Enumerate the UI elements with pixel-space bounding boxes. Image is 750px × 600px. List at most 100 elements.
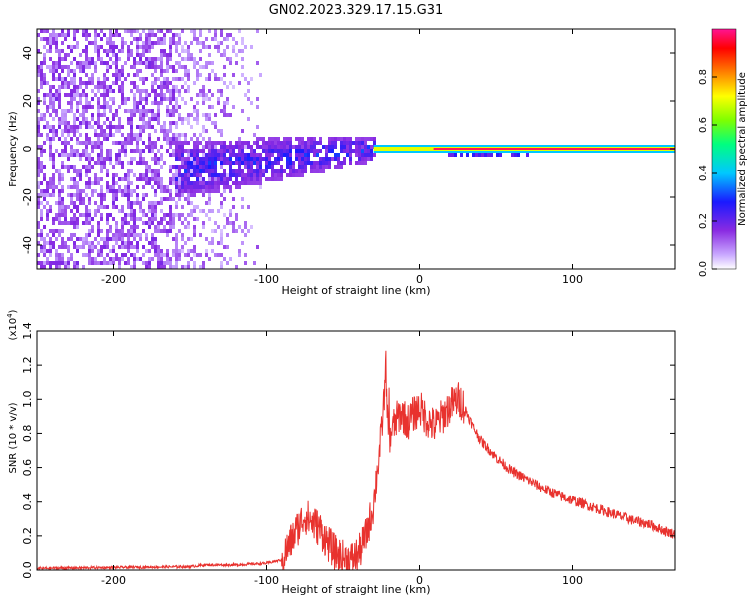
spectrogram-cell xyxy=(274,149,277,153)
spectrogram-cell xyxy=(55,61,58,65)
spectrogram-cell xyxy=(337,137,340,141)
spectrogram-cell xyxy=(73,45,76,49)
spectrogram-cell xyxy=(301,173,304,177)
spectrogram-cell xyxy=(85,121,88,125)
spectrogram-cell xyxy=(121,145,124,149)
spectrogram-cell xyxy=(160,93,163,97)
spectrogram-cell xyxy=(55,229,58,233)
spectrogram-cell xyxy=(100,177,103,181)
spectrogram-cell xyxy=(76,41,79,45)
spectrogram-cell xyxy=(184,157,187,161)
spectrogram-cell xyxy=(130,241,133,245)
spectrogram-cell xyxy=(121,149,124,153)
spectrogram-cell xyxy=(175,125,178,129)
spectrogram-cell xyxy=(43,53,46,57)
spectrogram-cell xyxy=(106,237,109,241)
spectrogram-ylabel: Frequency (Hz) xyxy=(8,111,19,187)
spectrogram-cell xyxy=(202,137,205,141)
spectrogram-cell xyxy=(208,53,211,57)
spectrogram-cell xyxy=(85,181,88,185)
spectrogram-cell xyxy=(70,209,73,213)
spectrogram-cell xyxy=(190,237,193,241)
spectrogram-cell xyxy=(268,149,271,153)
spectrogram-cell xyxy=(268,161,271,165)
spectrogram-cell xyxy=(163,37,166,41)
spectrogram-cell xyxy=(79,213,82,217)
spectrogram-cell xyxy=(166,61,169,65)
spectrogram-cell xyxy=(187,57,190,61)
spectrogram-cell xyxy=(241,129,244,133)
spectrogram-cell xyxy=(199,181,202,185)
spectrogram-cell xyxy=(241,229,244,233)
spectrogram-cell xyxy=(328,161,331,165)
spectrogram-cell xyxy=(160,209,163,213)
spectrogram-cell xyxy=(265,149,268,153)
spectrogram-cell xyxy=(76,65,79,69)
spectrogram-cell xyxy=(61,85,64,89)
spectrogram-cell xyxy=(247,181,250,185)
spectrogram-cell xyxy=(139,69,142,73)
spectrogram-cell xyxy=(202,177,205,181)
spectrogram-cell xyxy=(52,245,55,249)
spectrogram-cell xyxy=(241,149,244,153)
spectrogram-cell xyxy=(175,177,178,181)
spectrogram-cell xyxy=(127,205,130,209)
spectrogram-cell xyxy=(184,137,187,141)
spectrogram-cell xyxy=(40,145,43,149)
spectrogram-cell xyxy=(112,73,115,77)
spectrogram-cell xyxy=(226,145,229,149)
spectrogram-cell xyxy=(154,117,157,121)
spectrogram-cell xyxy=(202,93,205,97)
spectrogram-cell xyxy=(151,117,154,121)
spectrogram-cell xyxy=(178,113,181,117)
spectrogram-cell xyxy=(199,209,202,213)
spectrogram-cell xyxy=(214,125,217,129)
spectrogram-cell xyxy=(205,45,208,49)
spectrogram-cell xyxy=(151,81,154,85)
spectrogram-cell xyxy=(160,57,163,61)
spectrogram-cell xyxy=(91,157,94,161)
spectrogram-cell xyxy=(337,153,340,157)
spectrogram-cell xyxy=(85,101,88,105)
spectrogram-cell xyxy=(148,241,151,245)
spectrogram-cell xyxy=(49,229,52,233)
spectrogram-cell xyxy=(169,181,172,185)
spectrogram-cell xyxy=(136,61,139,65)
spectrogram-cell xyxy=(97,225,100,229)
spectrogram-cell xyxy=(223,101,226,105)
spectrogram-cell xyxy=(205,201,208,205)
spectrogram-cell xyxy=(148,133,151,137)
spectrogram-cell xyxy=(94,41,97,45)
colorbar-tick-label: 0.8 xyxy=(698,69,709,85)
spectrogram-cell xyxy=(70,185,73,189)
spectrogram-cell xyxy=(220,157,223,161)
spectrogram-cell xyxy=(220,161,223,165)
spectrogram-cell xyxy=(205,65,208,69)
spectrogram-cell xyxy=(184,161,187,165)
spectrogram-cell xyxy=(220,149,223,153)
spectrogram-cell xyxy=(166,81,169,85)
spectrogram-cell xyxy=(286,157,289,161)
spectrogram-cell xyxy=(169,109,172,113)
spectrogram-cell xyxy=(175,261,178,265)
spectrogram-cell xyxy=(325,157,328,161)
spectrogram-cell xyxy=(61,141,64,145)
spectrogram-cell xyxy=(190,137,193,141)
spectrogram-cell xyxy=(280,169,283,173)
spectrogram-cell xyxy=(115,65,118,69)
spectrogram-cell xyxy=(325,145,328,149)
spectrogram-cell xyxy=(64,117,67,121)
spectrogram-cell xyxy=(241,145,244,149)
spectrogram-cell xyxy=(115,153,118,157)
spectrogram-cell xyxy=(496,153,499,157)
spectrogram-cell xyxy=(340,161,343,165)
spectrogram-cell xyxy=(97,177,100,181)
spectrogram-cell xyxy=(124,217,127,221)
spectrogram-cell xyxy=(49,65,52,69)
spectrogram-cell xyxy=(454,153,457,157)
spectrogram-cell xyxy=(160,257,163,261)
spectrogram-cell xyxy=(184,49,187,53)
spectrogram-cell xyxy=(133,189,136,193)
spectrogram-cell xyxy=(178,217,181,221)
